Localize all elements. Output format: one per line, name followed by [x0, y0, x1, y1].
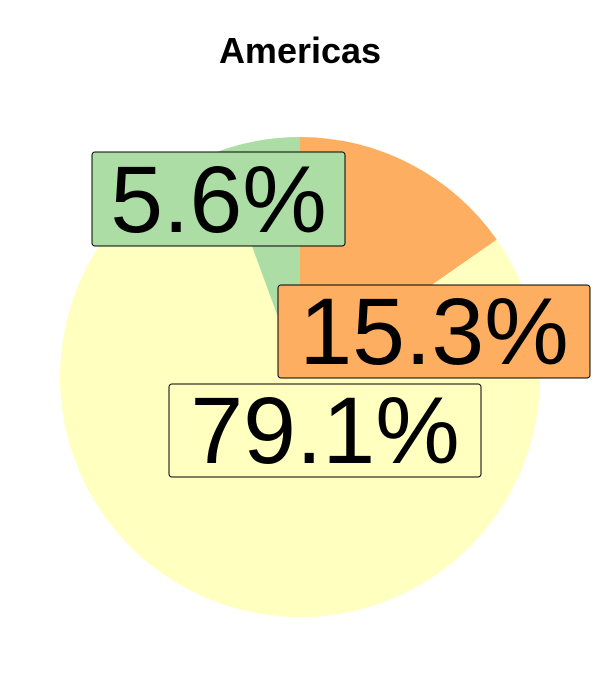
data-label-box-slice-5-6 — [91, 151, 346, 247]
data-label-slice-79-1: 79.1% — [190, 378, 459, 484]
data-label-slice-15-3: 15.3% — [299, 279, 568, 385]
chart-title: Americas — [218, 30, 382, 71]
data-label-box-slice-79-1 — [168, 383, 482, 478]
pie-labels: 15.3%79.1% 5.6% — [91, 147, 591, 484]
data-label-box-slice-15-3 — [277, 284, 591, 379]
data-label-slice-5-6: 5.6% — [110, 147, 327, 253]
